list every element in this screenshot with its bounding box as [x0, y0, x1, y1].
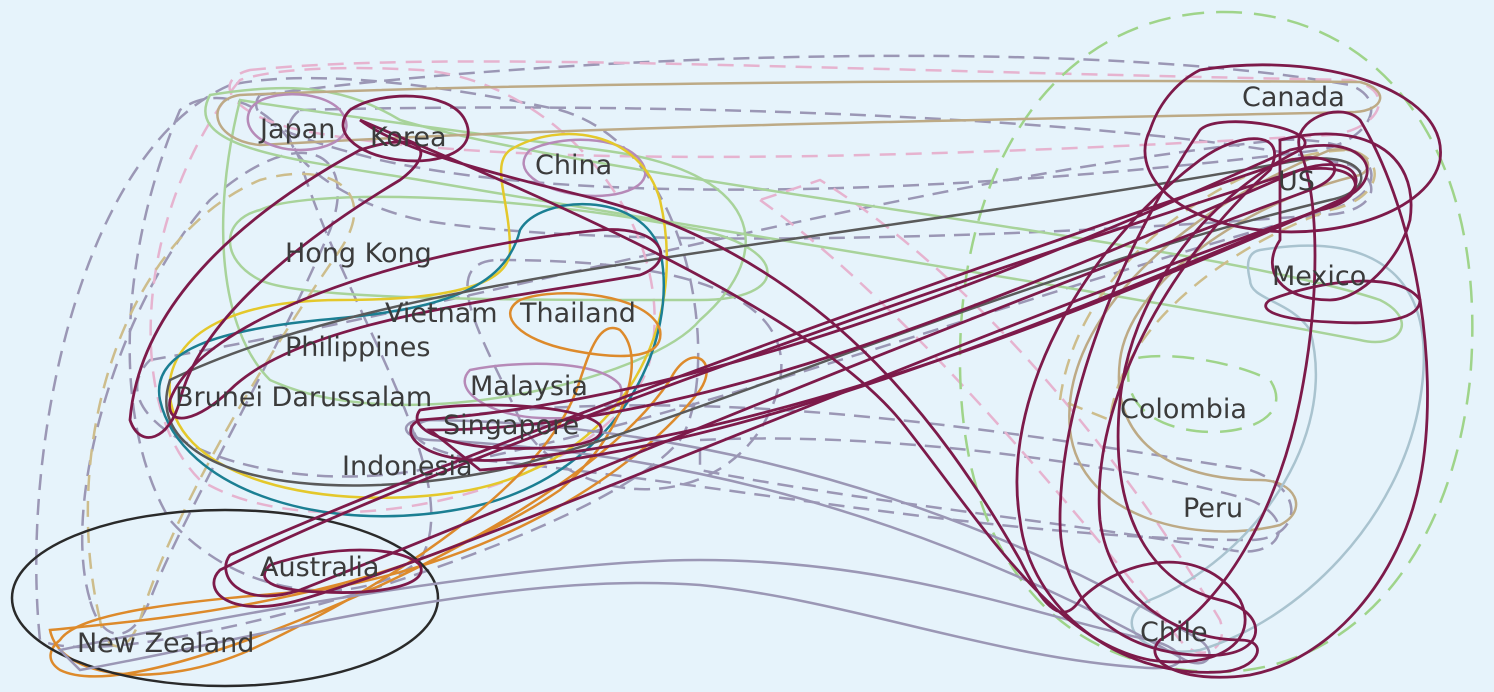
purple-agreements — [128, 63, 1442, 679]
label-korea: Korea — [370, 122, 447, 153]
label-philippines: Philippines — [285, 332, 430, 363]
label-peru: Peru — [1183, 493, 1243, 524]
label-japan: Japan — [258, 114, 335, 145]
label-colombia: Colombia — [1120, 394, 1247, 425]
black-agreement — [10, 508, 440, 688]
label-new-zealand: New Zealand — [77, 628, 254, 659]
label-mexico: Mexico — [1272, 261, 1366, 292]
label-hong-kong: Hong Kong — [285, 238, 432, 269]
label-us: US — [1278, 166, 1315, 197]
grey-solid-agreements — [57, 418, 1211, 672]
label-australia: Australia — [260, 552, 379, 583]
label-singapore: Singapore — [443, 410, 579, 441]
dark-grey-agreement — [165, 157, 1363, 487]
label-indonesia: Indonesia — [342, 451, 473, 482]
label-thailand: Thailand — [519, 298, 636, 329]
label-canada: Canada — [1242, 82, 1345, 113]
yellow-agreement — [168, 132, 669, 499]
label-vietnam: Vietnam — [385, 298, 498, 329]
light-blue-agreement — [1130, 244, 1425, 653]
orange-agreements — [48, 292, 708, 678]
label-brunei-darussalam: Brunei Darussalam — [175, 382, 432, 413]
label-chile: Chile — [1140, 617, 1208, 648]
label-malaysia: Malaysia — [470, 371, 588, 402]
label-china: China — [535, 150, 612, 181]
country-labels: Japan Korea China Hong Kong Vietnam Thai… — [77, 82, 1366, 659]
